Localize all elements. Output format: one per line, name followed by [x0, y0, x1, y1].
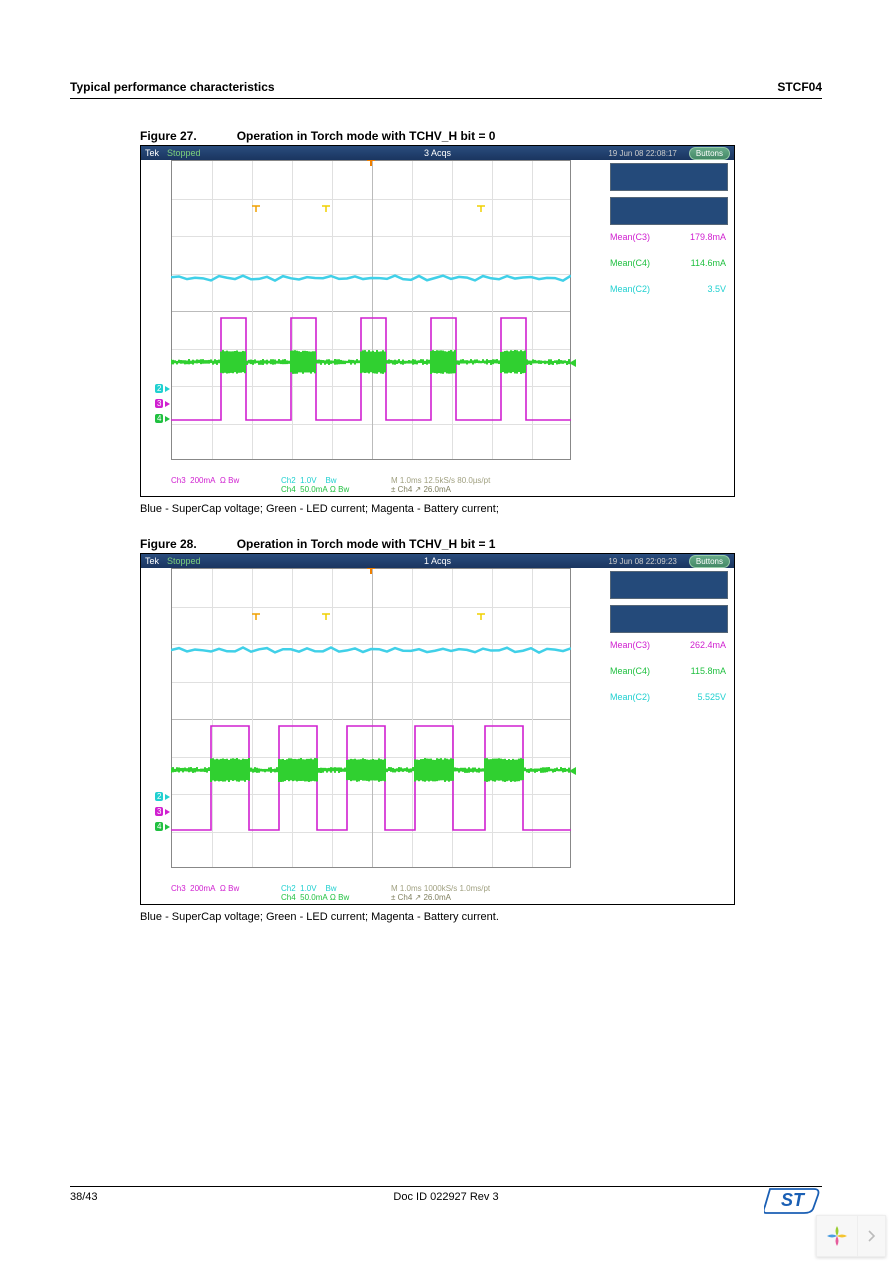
figure-legend: Blue - SuperCap voltage; Green - LED cur…: [140, 911, 822, 923]
scope-acqs: 3 Acqs: [424, 148, 451, 158]
scope-side-panel: [610, 571, 728, 599]
scope-readout: Ch3 200mA Ω Bw Ch2 1.0V Bw Ch4 50.0mA Ω …: [171, 884, 591, 902]
scope-timestamp: 19 Jun 08 22:09:23: [608, 557, 677, 566]
scope-status: Stopped: [167, 148, 201, 158]
channel-marker: 4: [155, 822, 163, 831]
figure-label: Figure 27.: [140, 129, 197, 143]
scope-side-panel: [610, 197, 728, 225]
section-title: Typical performance characteristics: [70, 80, 275, 94]
scope-readout: Ch3 200mA Ω Bw Ch2 1.0V Bw Ch4 50.0mA Ω …: [171, 476, 591, 494]
channel-marker: 2: [155, 792, 163, 801]
datasheet-page: Typical performance characteristics STCF…: [0, 0, 892, 1263]
scope-status: Stopped: [167, 556, 201, 566]
figure-legend: Blue - SuperCap voltage; Green - LED cur…: [140, 503, 822, 515]
figure-label: Figure 28.: [140, 537, 197, 551]
st-logo-icon: ST: [764, 1185, 822, 1218]
oscilloscope-screenshot: Tek Stopped 3 Acqs 19 Jun 08 22:08:17 Bu…: [141, 146, 734, 496]
channel-marker: 4: [155, 414, 163, 423]
scope-acqs: 1 Acqs: [424, 556, 451, 566]
scope-measurement: Mean(C4)115.8mA: [582, 665, 732, 677]
scope-side-panel: [610, 163, 728, 191]
scope-brand: Tek: [145, 148, 159, 158]
figure-caption-title: Operation in Torch mode with TCHV_H bit …: [237, 537, 496, 551]
channel-marker: 3: [155, 399, 163, 408]
scope-side-panel: [610, 605, 728, 633]
svg-text:ST: ST: [781, 1190, 806, 1210]
page-number: 38/43: [70, 1191, 98, 1203]
scope-buttons-button[interactable]: Buttons: [689, 555, 730, 568]
scope-buttons-button[interactable]: Buttons: [689, 147, 730, 160]
channel-marker: 3: [155, 807, 163, 816]
nav-next-button[interactable]: [858, 1215, 886, 1257]
oscilloscope-screenshot: Tek Stopped 1 Acqs 19 Jun 08 22:09:23 Bu…: [141, 554, 734, 904]
channel-marker: 2: [155, 384, 163, 393]
doc-id: Doc ID 022927 Rev 3: [393, 1191, 498, 1203]
scope-measurement: Mean(C4)114.6mA: [582, 257, 732, 269]
scope-measurement: Mean(C3)179.8mA: [582, 231, 732, 243]
page-footer: 38/43 Doc ID 022927 Rev 3 ST: [70, 1186, 822, 1203]
scope-measurement: Mean(C3)262.4mA: [582, 639, 732, 651]
scope-timestamp: 19 Jun 08 22:08:17: [608, 149, 677, 158]
part-number: STCF04: [777, 80, 822, 94]
figure-frame: Tek Stopped 1 Acqs 19 Jun 08 22:09:23 Bu…: [140, 553, 735, 905]
figure-caption-title: Operation in Torch mode with TCHV_H bit …: [237, 129, 496, 143]
scope-measurement: Mean(C2)5.525V: [582, 691, 732, 703]
page-header: Typical performance characteristics STCF…: [70, 80, 822, 99]
nav-logo-icon[interactable]: [816, 1215, 858, 1257]
figure-title: Figure 28. Operation in Torch mode with T…: [140, 537, 822, 551]
scope-measurement: Mean(C2)3.5V: [582, 283, 732, 295]
figure-frame: Tek Stopped 3 Acqs 19 Jun 08 22:08:17 Bu…: [140, 145, 735, 497]
scope-brand: Tek: [145, 556, 159, 566]
nav-widget: [816, 1215, 886, 1257]
figure-title: Figure 27. Operation in Torch mode with T…: [140, 129, 822, 143]
